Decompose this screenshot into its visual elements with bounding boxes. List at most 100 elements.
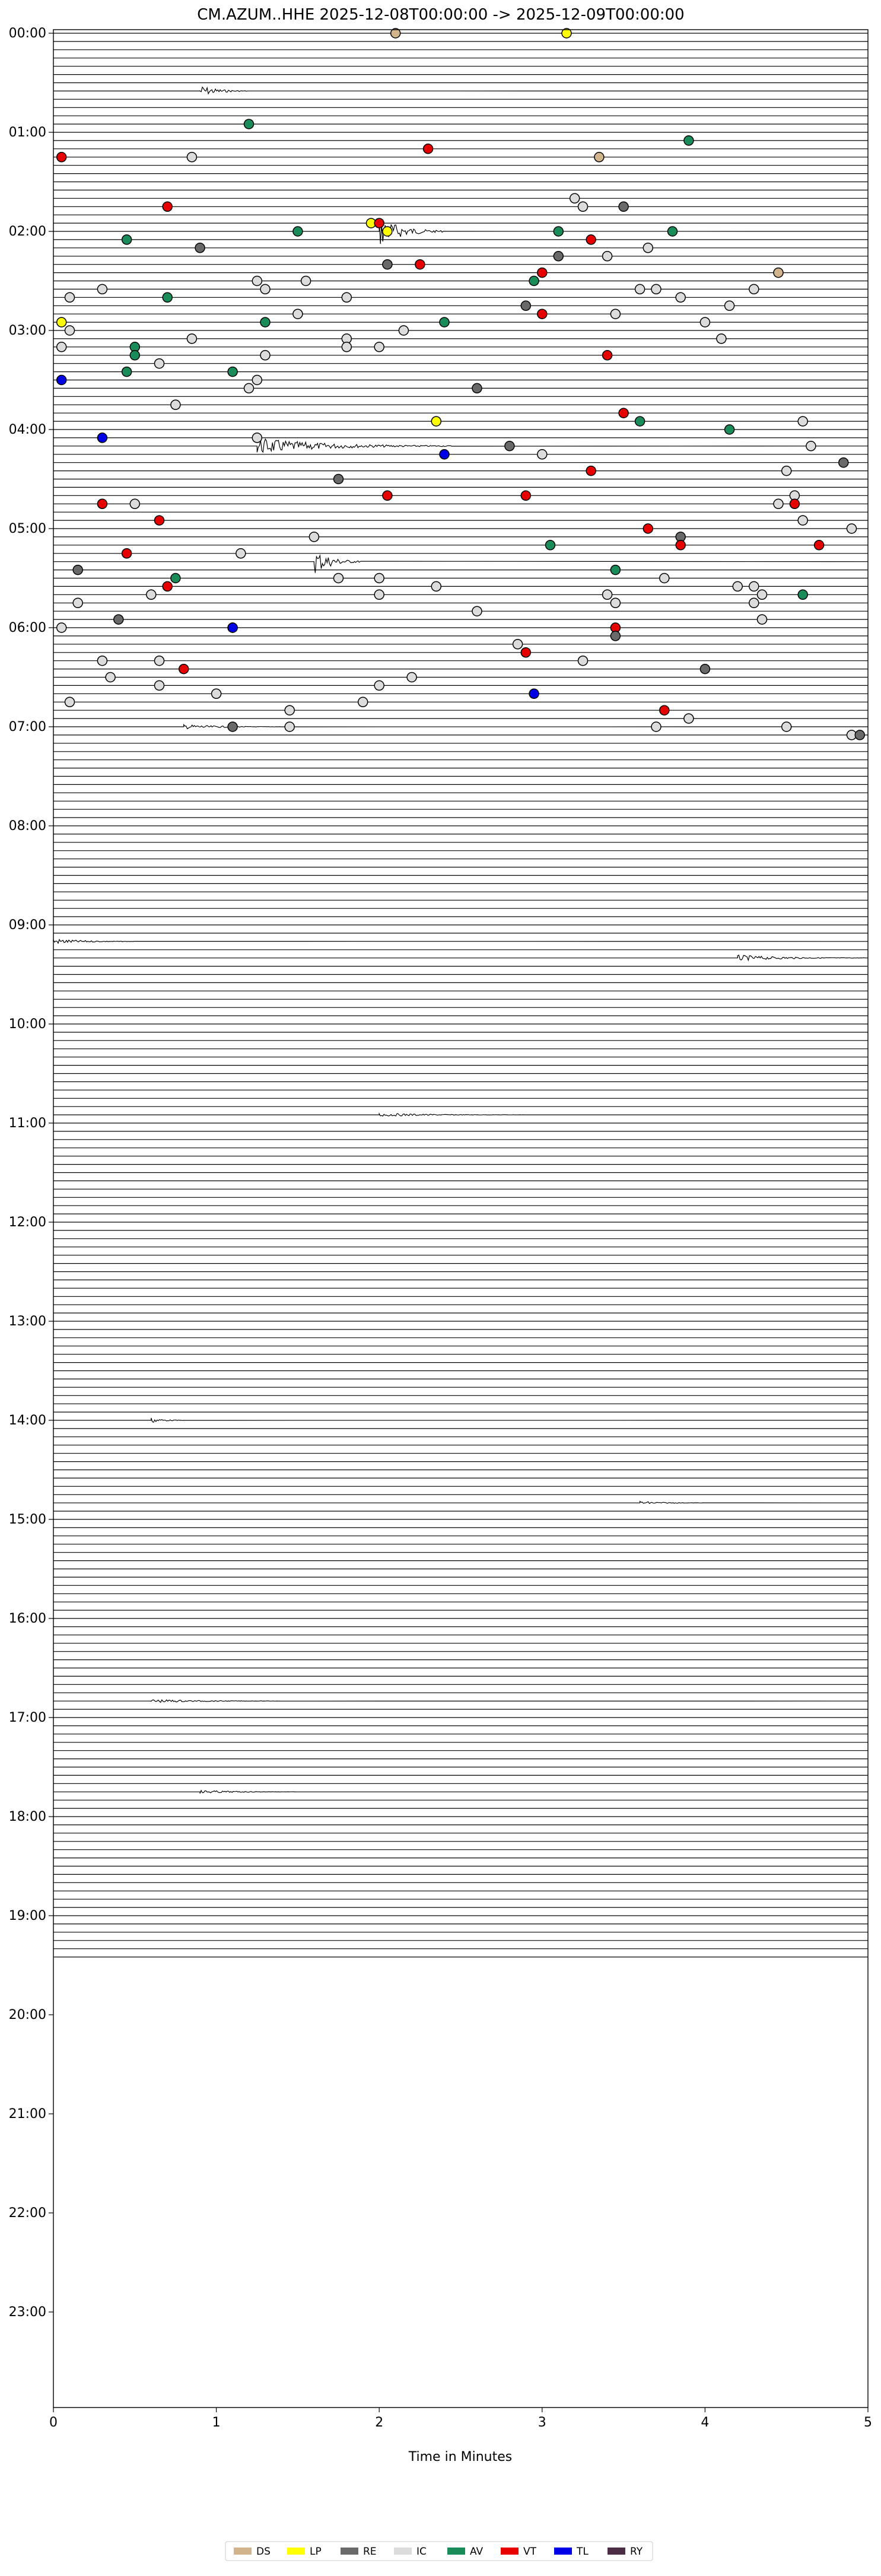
event-marker: [162, 581, 173, 592]
trace-layer: [53, 33, 869, 1958]
legend-swatch: [447, 2548, 465, 2555]
trace-row: [53, 86, 869, 95]
event-marker: [643, 243, 654, 253]
event-marker: [333, 473, 344, 485]
trace-row: [53, 1417, 869, 1423]
event-marker: [162, 201, 173, 212]
trace-row: [53, 218, 869, 244]
event-marker: [659, 705, 670, 715]
event-marker: [415, 259, 425, 270]
event-marker: [569, 193, 580, 204]
trace-row: [53, 1500, 869, 1504]
chart-title: CM.AZUM..HHE 2025-12-08T00:00:00 -> 2025…: [197, 6, 684, 24]
trace-row: [53, 554, 869, 573]
event-marker: [97, 498, 108, 510]
event-marker: [537, 267, 548, 278]
event-marker: [520, 647, 532, 658]
event-marker: [374, 218, 384, 228]
event-marker: [756, 589, 768, 600]
event-marker: [341, 292, 352, 303]
legend-swatch: [341, 2548, 358, 2555]
event-marker: [683, 135, 694, 146]
y-tick-label: 20:00: [9, 2008, 46, 2022]
event-marker: [252, 432, 263, 443]
y-tick-label: 12:00: [9, 1215, 46, 1230]
event-marker: [186, 333, 198, 344]
legend-swatch: [394, 2548, 412, 2555]
y-tick-label: 07:00: [9, 720, 46, 734]
event-marker: [170, 573, 181, 584]
event-marker: [236, 548, 246, 559]
event-marker: [406, 672, 417, 683]
event-marker: [292, 226, 303, 237]
event-marker: [211, 688, 222, 699]
legend-label: LP: [310, 2546, 322, 2558]
event-marker: [806, 441, 816, 451]
event-marker: [749, 284, 759, 295]
y-tick-label: 17:00: [9, 1710, 46, 1725]
event-marker: [64, 325, 75, 336]
x-tick-label: 0: [49, 2415, 58, 2430]
event-marker: [64, 292, 75, 303]
y-tick-label: 03:00: [9, 323, 46, 338]
event-marker: [520, 300, 532, 311]
event-marker: [431, 581, 442, 592]
event-marker: [398, 325, 409, 336]
x-tick-label: 2: [375, 2415, 383, 2430]
event-marker: [732, 581, 743, 592]
event-marker: [56, 342, 67, 352]
legend-swatch: [501, 2548, 519, 2555]
event-marker: [195, 243, 205, 253]
event-marker: [121, 234, 132, 245]
event-marker: [121, 548, 132, 559]
y-tick-label: 08:00: [9, 819, 46, 834]
event-marker: [252, 374, 263, 386]
event-marker: [97, 284, 108, 295]
legend-label: AV: [470, 2546, 484, 2558]
y-tick-label: 23:00: [9, 2305, 46, 2320]
event-marker: [186, 152, 198, 163]
y-tick-label: 21:00: [9, 2107, 46, 2122]
event-marker: [854, 730, 866, 740]
event-marker: [390, 28, 401, 39]
event-marker: [797, 416, 808, 427]
event-marker: [284, 721, 295, 732]
event-marker: [170, 399, 181, 411]
event-marker: [797, 515, 808, 526]
event-marker: [56, 152, 67, 163]
y-tick-label: 11:00: [9, 1116, 46, 1131]
event-marker: [651, 721, 661, 732]
event-marker: [431, 416, 442, 427]
y-axis: 00:00 01:00 02:00 03:00 04:00 05:00 06:00 07:00…: [9, 26, 53, 2320]
event-marker: [602, 350, 613, 361]
x-axis-label: Time in Minutes: [408, 2450, 513, 2464]
event-marker: [610, 309, 621, 319]
event-marker: [56, 374, 67, 386]
event-marker: [773, 498, 784, 510]
legend-swatch: [287, 2548, 305, 2555]
event-marker: [659, 573, 670, 584]
x-tick-label: 3: [538, 2415, 546, 2430]
event-marker: [382, 226, 393, 237]
event-marker: [260, 284, 271, 295]
y-tick-label: 06:00: [9, 621, 46, 635]
legend-label: VT: [523, 2546, 537, 2558]
event-marker: [154, 515, 165, 526]
x-tick-label: 1: [212, 2415, 221, 2430]
event-marker: [154, 655, 165, 666]
event-marker: [162, 292, 173, 303]
y-tick-label: 00:00: [9, 26, 46, 41]
event-marker: [260, 317, 271, 327]
event-marker: [594, 152, 605, 163]
event-marker: [651, 284, 661, 295]
event-marker: [610, 564, 621, 575]
event-marker: [838, 457, 849, 468]
x-axis: 0 1 2 3 4 5: [49, 2408, 872, 2430]
y-tick-label: 15:00: [9, 1512, 46, 1527]
event-marker: [129, 498, 141, 510]
y-tick-label: 18:00: [9, 1809, 46, 1824]
event-marker: [716, 333, 727, 344]
event-marker: [308, 532, 320, 542]
event-marker: [699, 663, 711, 675]
